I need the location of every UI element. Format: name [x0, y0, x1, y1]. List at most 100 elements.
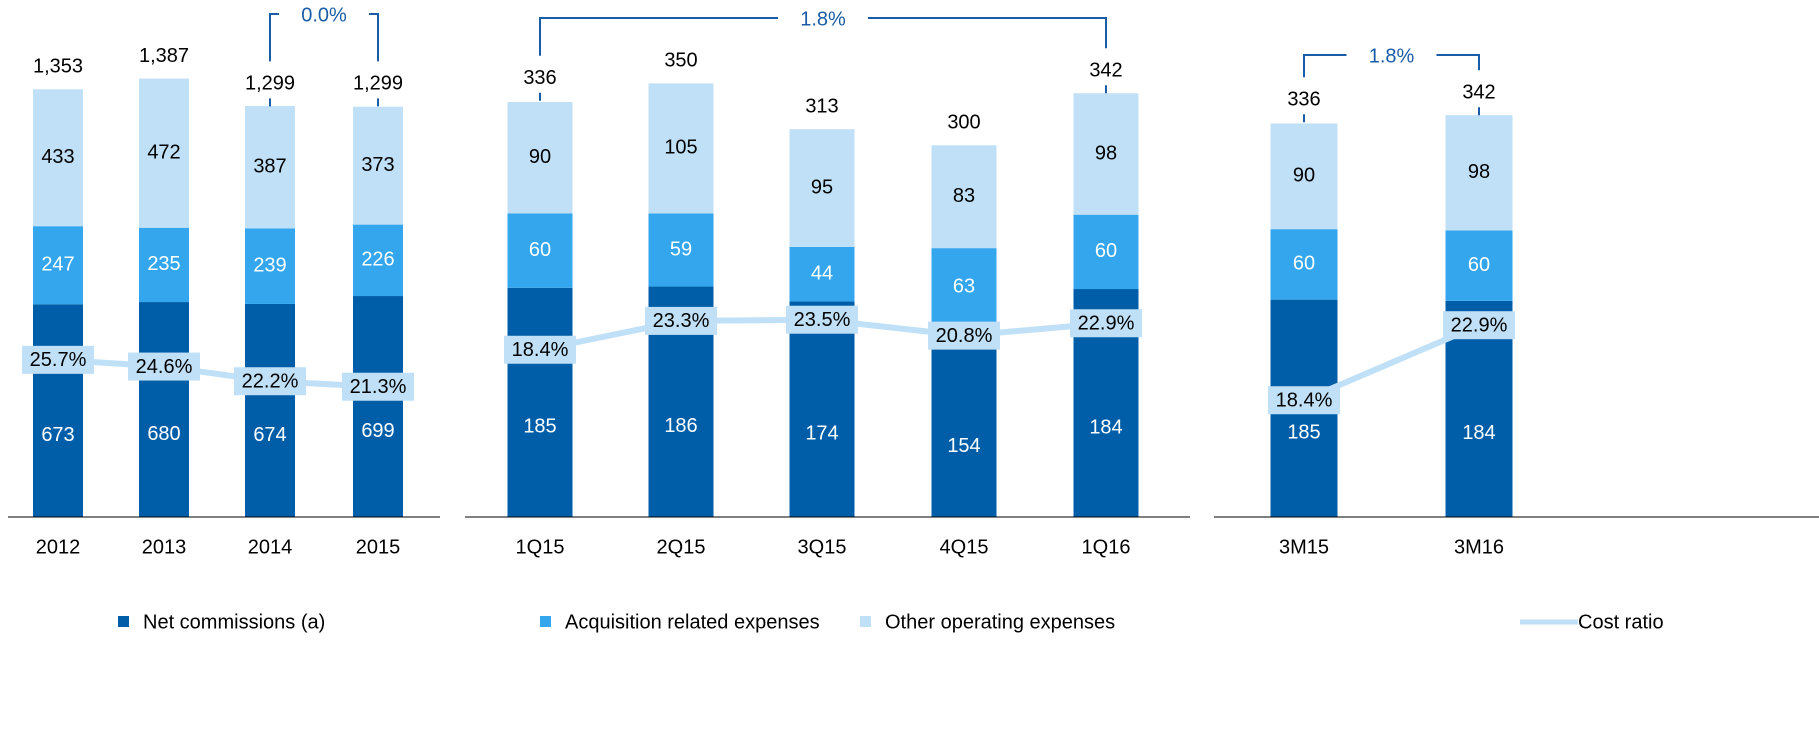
- cost-ratio-line: [57, 356, 379, 390]
- bar-segment: [139, 302, 189, 517]
- legend-label: Acquisition related expenses: [565, 611, 820, 633]
- line-label: 23.5%: [794, 309, 851, 331]
- bar-segment: [139, 78, 189, 228]
- segment-label: 674: [253, 424, 286, 446]
- line-label-box: [928, 321, 1000, 350]
- total-label: 336: [1287, 89, 1320, 111]
- bar-segment: [789, 301, 855, 517]
- bar-segment: [1073, 214, 1139, 290]
- bar-segment: [245, 228, 295, 304]
- segment-label: 472: [147, 141, 180, 163]
- total-label: 342: [1462, 81, 1495, 103]
- total-label: 1,353: [33, 56, 83, 78]
- segment-label: 186: [664, 415, 697, 437]
- segment-label: 44: [811, 262, 833, 284]
- x-tick-label: 1Q15: [516, 536, 565, 558]
- bar-segment: [1445, 230, 1513, 301]
- line-label: 18.4%: [512, 339, 569, 361]
- line-label-box: [645, 306, 717, 335]
- x-tick-label: 2012: [36, 536, 81, 558]
- line-label-box: [22, 345, 94, 374]
- line-label: 21.3%: [350, 376, 407, 398]
- segment-label: 60: [529, 239, 551, 261]
- segment-label: 59: [670, 238, 692, 260]
- x-tick-label: 2015: [356, 536, 401, 558]
- segment-label: 98: [1095, 142, 1117, 164]
- segment-label: 673: [41, 424, 74, 446]
- segment-label: 235: [147, 253, 180, 275]
- x-tick-label: 2Q15: [657, 536, 706, 558]
- segment-label: 105: [664, 137, 697, 159]
- total-label: 350: [664, 50, 697, 72]
- legend-swatch: [540, 616, 551, 627]
- segment-label: 174: [805, 422, 838, 444]
- bar-segment: [1445, 115, 1513, 231]
- x-tick-label: 3M15: [1279, 536, 1329, 558]
- line-label-box: [786, 305, 858, 334]
- bar-segment: [931, 326, 997, 517]
- legend-label: Net commissions (a): [143, 611, 325, 633]
- line-label: 22.9%: [1078, 313, 1135, 335]
- bar-segment: [245, 303, 295, 517]
- segment-label: 95: [811, 176, 833, 198]
- segment-label: 63: [953, 275, 975, 297]
- bar-segment: [507, 213, 573, 288]
- legend-swatch: [860, 616, 871, 627]
- bar-segment: [33, 304, 83, 517]
- segment-label: 239: [253, 254, 286, 276]
- bar-segment: [139, 227, 189, 303]
- bracket: [539, 17, 1107, 101]
- segment-label: 83: [953, 185, 975, 207]
- line-label: 23.3%: [653, 310, 710, 332]
- line-label-box: [1070, 309, 1142, 338]
- line-label: 24.6%: [136, 356, 193, 378]
- segment-label: 98: [1468, 161, 1490, 183]
- bar-segment: [245, 106, 295, 229]
- segment-label: 373: [361, 154, 394, 176]
- bar-segment: [33, 89, 83, 227]
- segment-label: 226: [361, 249, 394, 271]
- legend-label: Other operating expenses: [885, 611, 1115, 633]
- legend-label: Cost ratio: [1578, 611, 1664, 633]
- bar-segment: [789, 246, 855, 302]
- segment-label: 60: [1293, 253, 1315, 275]
- bracket-label: 1.8%: [800, 8, 846, 30]
- bar-segment: [353, 106, 403, 225]
- bar-segment: [507, 101, 573, 214]
- bar-segment: [648, 83, 714, 214]
- line-label-box: [234, 367, 306, 396]
- bar-segment: [1270, 229, 1338, 300]
- bar-segment: [789, 129, 855, 247]
- line-label-box: [1443, 311, 1515, 340]
- segment-label: 387: [253, 156, 286, 178]
- bar-segment: [931, 145, 997, 249]
- bar-segment: [931, 248, 997, 327]
- x-tick-label: 3M16: [1454, 536, 1504, 558]
- bar-segment: [353, 224, 403, 297]
- segment-label: 184: [1089, 416, 1122, 438]
- segment-label: 184: [1462, 422, 1495, 444]
- total-label: 313: [805, 95, 838, 117]
- segment-label: 60: [1095, 240, 1117, 262]
- total-label: 1,299: [245, 73, 295, 95]
- segment-label: 154: [947, 435, 980, 457]
- line-label: 18.4%: [1276, 390, 1333, 412]
- x-tick-label: 1Q16: [1082, 536, 1131, 558]
- bar-segment: [353, 296, 403, 517]
- segment-label: 90: [1293, 165, 1315, 187]
- x-tick-label: 2013: [142, 536, 187, 558]
- segment-label: 60: [1468, 254, 1490, 276]
- line-label-box: [128, 352, 200, 381]
- total-label: 1,299: [353, 73, 403, 95]
- x-tick-label: 2014: [248, 536, 293, 558]
- line-label-box: [504, 335, 576, 364]
- bracket-label: 1.8%: [1369, 45, 1415, 67]
- segment-label: 247: [41, 254, 74, 276]
- bracket: [269, 13, 379, 107]
- bar-segment: [33, 226, 83, 305]
- line-label: 22.9%: [1451, 314, 1508, 336]
- segment-label: 433: [41, 146, 74, 168]
- bracket-label: 0.0%: [301, 4, 347, 26]
- x-tick-label: 3Q15: [798, 536, 847, 558]
- bar-segment: [648, 213, 714, 287]
